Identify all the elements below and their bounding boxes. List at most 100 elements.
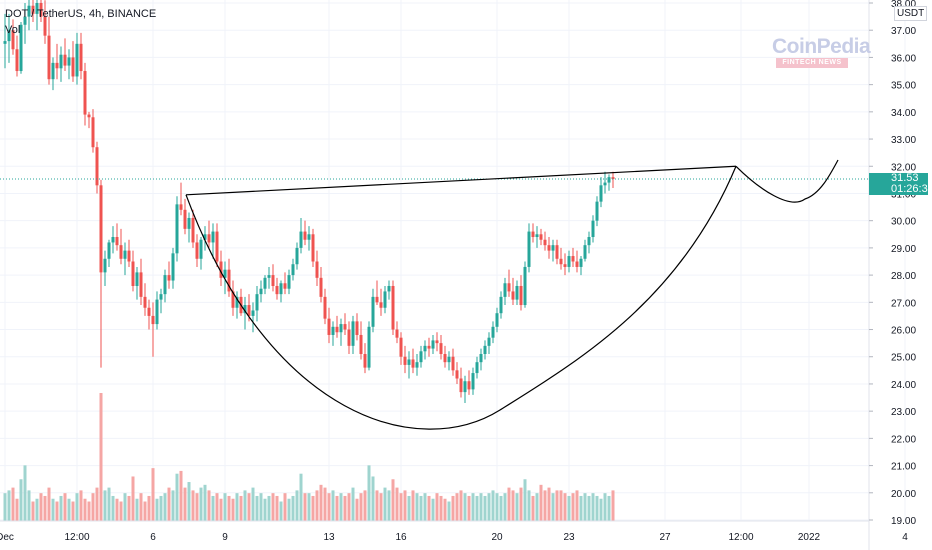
candle[interactable] [179,182,183,216]
candle[interactable] [227,258,231,297]
candle[interactable] [419,345,423,368]
candle[interactable] [295,242,299,270]
candle[interactable] [79,32,83,80]
candle[interactable] [251,302,255,333]
candle[interactable] [135,266,139,300]
candle[interactable] [27,0,31,31]
candle[interactable] [403,345,407,374]
candle[interactable] [379,288,383,316]
candle[interactable] [363,343,367,374]
candle[interactable] [555,239,559,265]
candle[interactable] [443,345,447,368]
candle[interactable] [351,315,355,355]
candle[interactable] [11,19,15,55]
candle[interactable] [343,313,347,335]
candle[interactable] [431,334,435,355]
candle[interactable] [299,217,303,254]
candle[interactable] [467,370,471,395]
candle[interactable] [591,215,595,243]
candle[interactable] [475,356,479,379]
candle[interactable] [595,196,599,227]
candle[interactable] [51,57,55,91]
candle[interactable] [307,226,311,251]
candle[interactable] [567,250,571,273]
candle[interactable] [499,291,503,319]
candle[interactable] [439,334,443,360]
candle[interactable] [59,46,63,82]
candle[interactable] [75,32,79,85]
candle[interactable] [559,247,563,270]
candle[interactable] [539,228,543,246]
candle[interactable] [547,237,551,259]
candle[interactable] [335,315,339,338]
candle[interactable] [427,337,431,357]
candle[interactable] [215,223,219,267]
candle[interactable] [143,283,147,316]
candle[interactable] [119,228,123,265]
candle[interactable] [99,179,103,368]
candle[interactable] [83,62,87,126]
candle[interactable] [139,258,143,306]
candle[interactable] [423,340,427,360]
candle[interactable] [391,280,395,335]
candle[interactable] [327,307,331,344]
candle[interactable] [383,285,387,314]
candle[interactable] [43,0,47,44]
candle[interactable] [127,239,131,267]
candle[interactable] [187,212,191,243]
candle[interactable] [259,280,263,303]
candle[interactable] [395,321,399,344]
candle[interactable] [31,0,35,23]
candle[interactable] [387,280,391,300]
candle[interactable] [311,228,315,267]
candle[interactable] [211,223,215,259]
candle[interactable] [235,291,239,319]
candles[interactable] [3,0,615,403]
candle[interactable] [191,209,195,248]
candle[interactable] [563,253,567,276]
candle[interactable] [399,332,403,365]
candle[interactable] [451,348,455,376]
candle[interactable] [207,220,211,248]
candle[interactable] [495,307,499,333]
candle[interactable] [407,351,411,379]
candle[interactable] [167,261,171,289]
candle[interactable] [155,291,159,330]
candle[interactable] [287,269,291,295]
candle[interactable] [7,13,11,63]
candle[interactable] [479,348,483,371]
candle[interactable] [275,277,279,300]
candle[interactable] [331,321,335,346]
candle[interactable] [3,13,7,69]
candle[interactable] [243,296,247,330]
candle[interactable] [171,247,175,289]
candle[interactable] [483,340,487,360]
candle[interactable] [91,109,95,153]
candle[interactable] [579,256,583,276]
candle[interactable] [571,247,575,267]
candle[interactable] [551,239,555,262]
candle[interactable] [447,351,451,371]
candle[interactable] [315,250,319,286]
candle[interactable] [183,198,187,235]
candle[interactable] [283,272,287,295]
candle[interactable] [267,266,271,289]
candle[interactable] [195,234,199,267]
candle[interactable] [355,313,359,341]
candle[interactable] [39,0,43,23]
candle[interactable] [47,16,51,85]
candle[interactable] [411,348,415,374]
candle[interactable] [15,35,19,77]
candle[interactable] [603,171,607,194]
candle[interactable] [115,223,119,251]
candle[interactable] [503,277,507,306]
candle[interactable] [575,250,579,273]
candle[interactable] [123,242,127,276]
candle[interactable] [371,288,375,333]
candle[interactable] [375,280,379,306]
candle[interactable] [203,226,207,251]
candle[interactable] [519,275,523,311]
candle[interactable] [151,302,155,357]
candle[interactable] [271,264,275,292]
candle[interactable] [367,321,371,371]
